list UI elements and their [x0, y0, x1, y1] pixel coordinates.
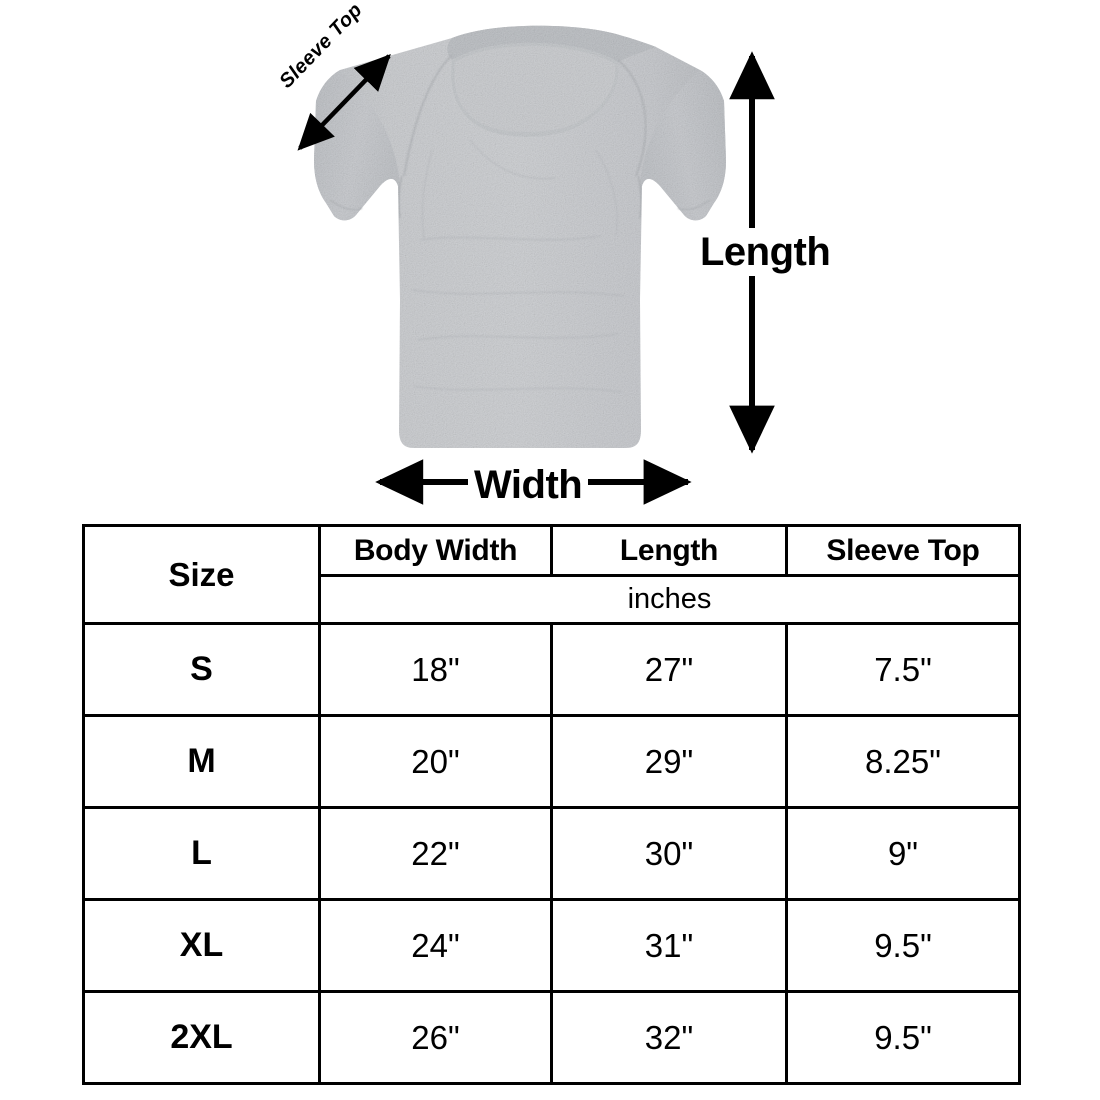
cell-size: L [82, 806, 321, 901]
cell-size: M [82, 714, 321, 809]
table-row: S 18" 27" 7.5" [82, 622, 1021, 717]
cell-body-width: 20" [318, 714, 553, 809]
cell-size: 2XL [82, 990, 321, 1085]
length-label: Length [694, 228, 837, 276]
cell-body-width: 22" [318, 806, 553, 901]
cell-length: 32" [550, 990, 788, 1085]
cell-size: XL [82, 898, 321, 993]
garment-measurement-diagram: Length Width Sleeve Top [0, 0, 1100, 515]
tshirt-shape [314, 25, 726, 448]
cell-sleeve-top: 9.5" [785, 990, 1021, 1085]
header-size: Size [82, 524, 321, 625]
cell-sleeve-top: 7.5" [785, 622, 1021, 717]
header-length: Length [550, 524, 788, 577]
table-unit-row: inches [84, 574, 1021, 625]
cell-length: 30" [550, 806, 788, 901]
header-sleeve-top: Sleeve Top [785, 524, 1021, 577]
cell-length: 27" [550, 622, 788, 717]
cell-sleeve-top: 9" [785, 806, 1021, 901]
cell-sleeve-top: 9.5" [785, 898, 1021, 993]
cell-body-width: 26" [318, 990, 553, 1085]
cell-length: 29" [550, 714, 788, 809]
cell-body-width: 24" [318, 898, 553, 993]
table-row: 2XL 26" 32" 9.5" [82, 990, 1021, 1085]
table-row: XL 24" 31" 9.5" [82, 898, 1021, 993]
sleeve-top-arrow [297, 54, 391, 151]
cell-size: S [82, 622, 321, 717]
width-label: Width [468, 462, 589, 508]
cell-body-width: 18" [318, 622, 553, 717]
cell-sleeve-top: 8.25" [785, 714, 1021, 809]
table-header-row: Size Body Width Length Sleeve Top [82, 524, 1021, 625]
table-row: M 20" 29" 8.25" [82, 714, 1021, 809]
tshirt-illustration [297, 25, 775, 505]
unit-label: inches [318, 574, 1021, 625]
header-body-width: Body Width [318, 524, 553, 577]
cell-length: 31" [550, 898, 788, 993]
table-row: L 22" 30" 9" [82, 806, 1021, 901]
size-chart-table: Size Body Width Length Sleeve Top inches… [82, 524, 1021, 1085]
